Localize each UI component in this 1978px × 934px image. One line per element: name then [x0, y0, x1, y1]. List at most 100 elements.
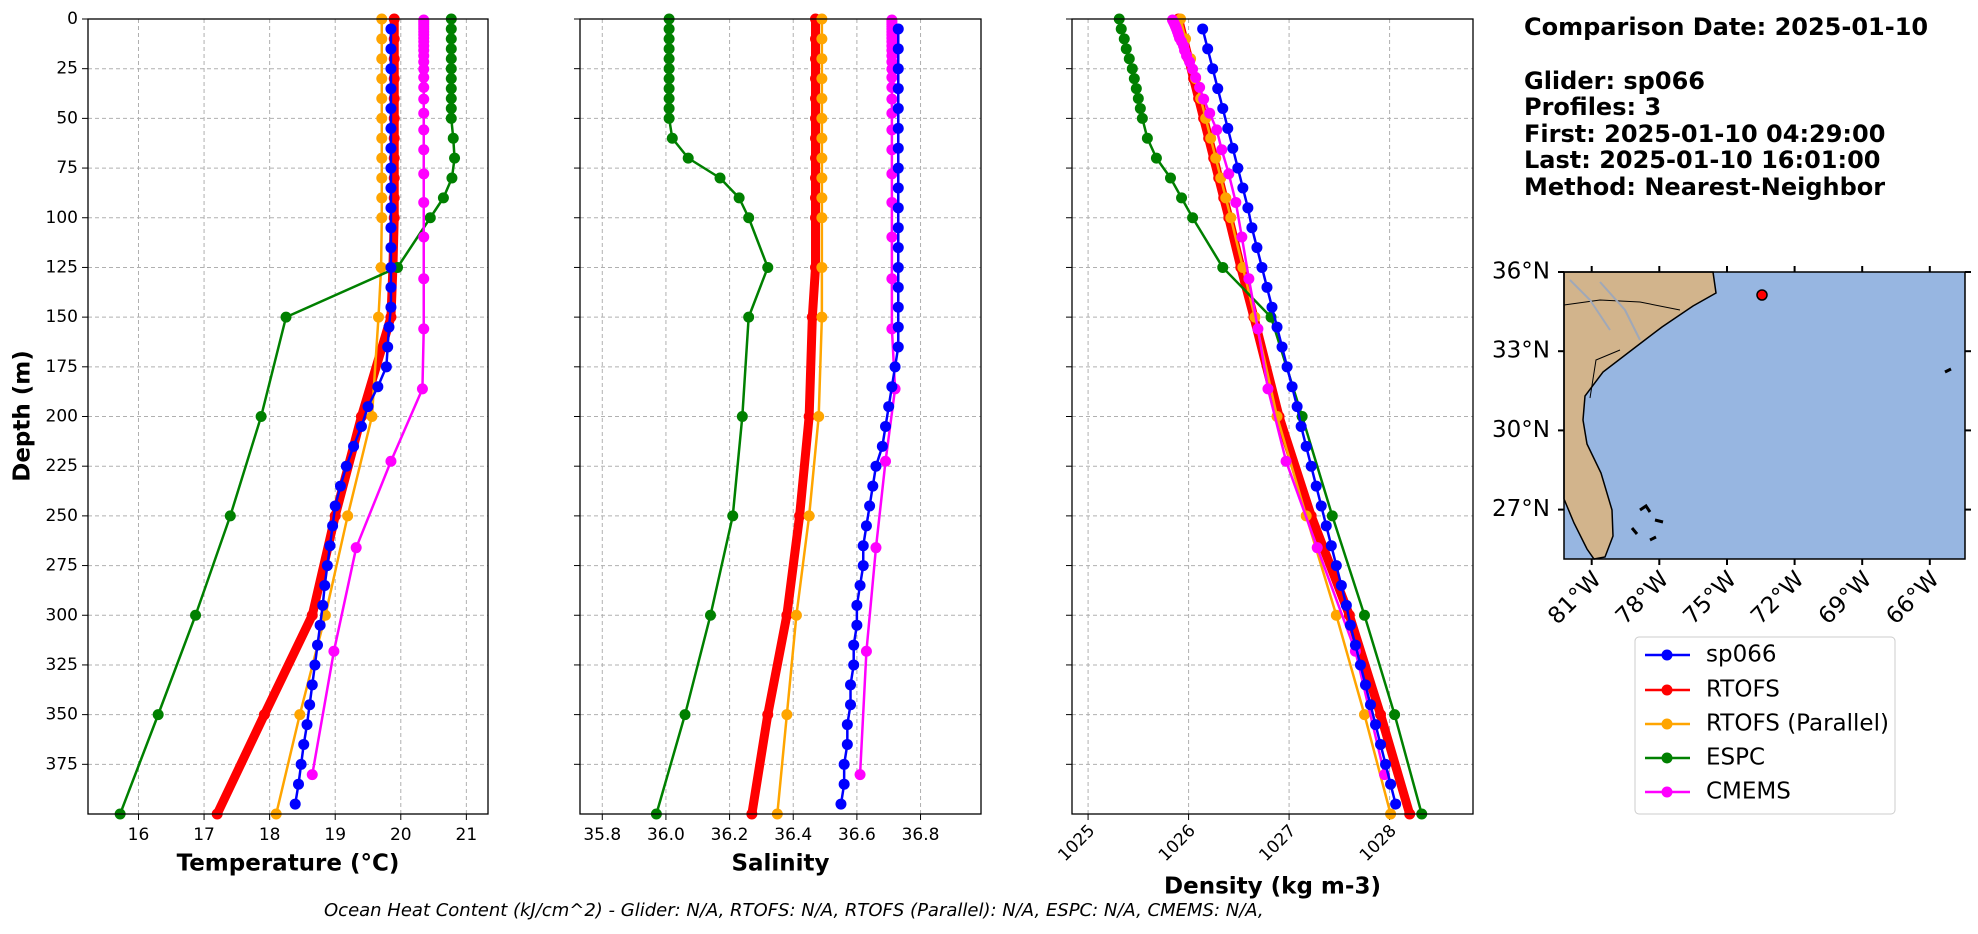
info-line: Method: Nearest-Neighbor	[1524, 173, 1885, 201]
data-point	[376, 212, 388, 224]
data-point	[289, 798, 301, 810]
data-point	[366, 411, 378, 422]
data-point	[306, 769, 318, 781]
data-point	[317, 599, 329, 611]
data-point	[1220, 192, 1232, 204]
data-point	[1197, 23, 1209, 35]
data-point	[385, 63, 397, 75]
map-lon-label: 81°W	[1543, 566, 1606, 629]
data-point	[376, 192, 388, 204]
data-point	[714, 172, 726, 184]
x-tick-label: 17	[193, 825, 215, 845]
map-lon-label: 69°W	[1814, 566, 1877, 629]
data-point	[892, 23, 904, 35]
data-point	[762, 261, 774, 273]
data-point	[845, 699, 857, 711]
data-point	[376, 172, 388, 184]
data-point	[385, 23, 397, 35]
data-point	[418, 231, 430, 243]
data-point	[445, 102, 457, 114]
data-point	[298, 738, 310, 750]
data-point	[854, 769, 866, 781]
data-point	[1150, 152, 1162, 164]
map-border	[1563, 299, 1681, 311]
data-point	[781, 709, 793, 721]
data-point	[886, 231, 898, 243]
y-tick-label: 325	[46, 655, 78, 675]
data-point	[445, 112, 457, 124]
data-point	[838, 778, 850, 790]
data-point	[445, 53, 457, 65]
y-tick-label: 75	[56, 158, 78, 178]
data-point	[1202, 43, 1214, 55]
data-point	[152, 709, 164, 721]
glider-location	[1756, 289, 1768, 301]
y-tick-label: 225	[46, 456, 78, 476]
series-line	[293, 28, 393, 805]
data-point	[1227, 142, 1239, 154]
data-point	[1141, 132, 1153, 144]
x-tick-label: 36.8	[902, 825, 940, 845]
data-point	[1194, 81, 1206, 93]
data-point	[383, 321, 395, 333]
info-line: Profiles: 3	[1524, 93, 1661, 121]
x-tick-label: 1025	[1054, 821, 1099, 866]
x-tick-label: 16	[128, 825, 150, 845]
data-point	[342, 510, 354, 522]
data-point	[816, 73, 828, 85]
data-point	[418, 107, 430, 119]
data-point	[803, 411, 815, 422]
legend-marker	[1661, 649, 1673, 661]
map-islands	[1630, 367, 1952, 542]
data-point	[1320, 520, 1332, 532]
plot-area	[114, 13, 461, 820]
data-point	[816, 132, 828, 144]
data-point	[892, 162, 904, 174]
data-point	[319, 579, 331, 591]
data-point	[418, 71, 430, 83]
data-point	[1385, 778, 1397, 790]
data-point	[1212, 83, 1224, 95]
x-axis-label: Density (kg m-3)	[1164, 874, 1381, 900]
plot-area	[650, 13, 904, 820]
data-point	[1190, 71, 1202, 83]
data-point	[1359, 679, 1371, 691]
data-point	[663, 112, 675, 124]
data-point	[848, 639, 860, 651]
data-point	[1176, 192, 1188, 204]
data-point	[1354, 659, 1366, 671]
data-point	[1246, 222, 1258, 234]
y-tick-label: 50	[56, 108, 78, 128]
x-tick-label: 36.0	[647, 825, 685, 845]
data-point	[418, 196, 430, 208]
data-point	[445, 33, 457, 45]
map-border	[1589, 349, 1621, 399]
map-lon-label: 75°W	[1679, 566, 1742, 629]
data-point	[385, 222, 397, 234]
data-point	[886, 381, 898, 393]
data-point	[355, 420, 367, 432]
data-point	[892, 122, 904, 134]
data-point	[314, 619, 326, 631]
data-point	[1375, 738, 1387, 750]
data-point	[301, 719, 313, 731]
y-tick-label: 375	[46, 754, 78, 774]
data-point	[385, 142, 397, 154]
y-tick-label: 250	[46, 506, 78, 526]
data-point	[892, 63, 904, 75]
legend-marker	[1661, 786, 1673, 798]
data-point	[376, 93, 388, 104]
data-point	[1335, 579, 1347, 591]
data-point	[385, 261, 397, 273]
data-point	[803, 510, 815, 522]
data-point	[1261, 281, 1273, 293]
data-point	[1380, 758, 1392, 770]
data-point	[385, 202, 397, 214]
data-point	[663, 23, 675, 35]
data-point	[1223, 168, 1235, 180]
info-line: First: 2025-01-10 04:29:00	[1524, 120, 1885, 148]
data-point	[304, 699, 316, 711]
data-point	[1266, 301, 1278, 313]
legend-marker	[1661, 684, 1673, 696]
data-point	[743, 311, 755, 323]
